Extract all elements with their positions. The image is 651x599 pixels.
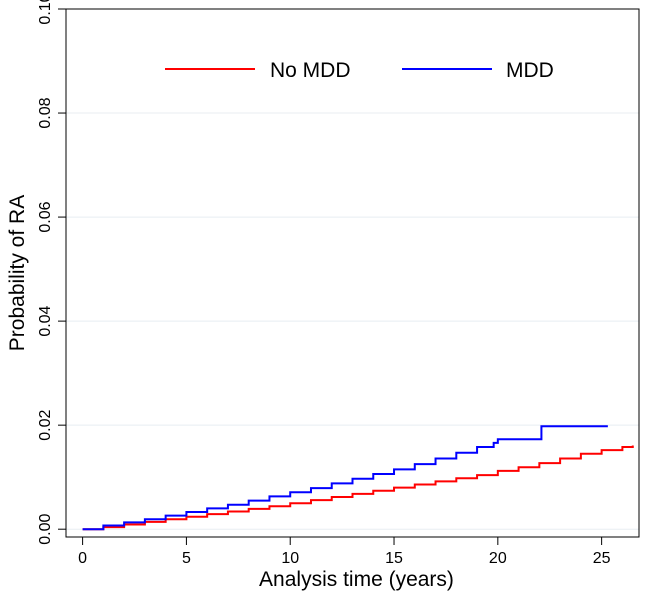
- y-tick-label: 0.04: [37, 305, 54, 336]
- y-tick-label: 0.00: [37, 514, 54, 545]
- legend: No MDD MDD: [165, 59, 554, 82]
- series-lines: [82, 425, 634, 531]
- y-tick-label: 0.02: [37, 409, 54, 440]
- x-axis-label: Analysis time (years): [259, 568, 454, 591]
- series-line-no-mdd: [82, 445, 634, 531]
- y-tick-label: 0.08: [37, 97, 54, 128]
- y-tick-label: 0.06: [37, 201, 54, 232]
- series-line-mdd: [82, 425, 608, 531]
- x-tick-label: 20: [489, 550, 507, 567]
- y-axis-label: Probability of RA: [6, 195, 29, 351]
- legend-label: No MDD: [270, 59, 351, 82]
- legend-label: MDD: [506, 59, 554, 82]
- x-tick-label: 25: [593, 550, 611, 567]
- x-tick-label: 0: [78, 550, 87, 567]
- x-tick-label: 5: [182, 550, 191, 567]
- plot-frame: [65, 8, 640, 538]
- axes: 0.00 0.02 0.04 0.06 0.08 0.10 0 5 10 15 20 25: [37, 0, 611, 567]
- y-tick-label: 0.10: [37, 0, 54, 25]
- x-tick-label: 10: [281, 550, 299, 567]
- x-tick-label: 15: [385, 550, 403, 567]
